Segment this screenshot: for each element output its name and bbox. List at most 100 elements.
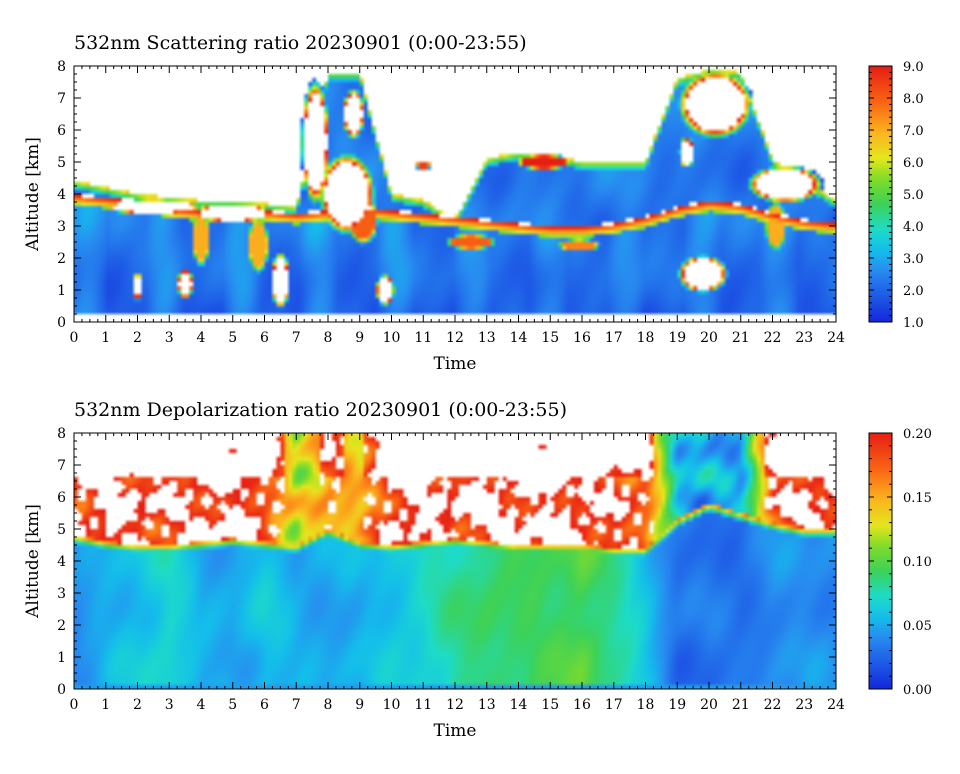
y-tick-label: 8 [57, 426, 66, 442]
x-tick-label: 6 [260, 697, 269, 713]
y-tick-label: 5 [57, 155, 66, 171]
y-tick-label: 1 [57, 650, 66, 666]
y-tick-label: 4 [57, 554, 66, 570]
x-tick-label: 19 [668, 697, 686, 713]
y-tick-label: 2 [57, 251, 66, 267]
x-tick-label: 10 [383, 697, 401, 713]
depolarization-colorbar-ticks: 0.00 0.05 0.10 0.15 0.20 [869, 427, 932, 698]
y-tick-label: 3 [57, 219, 66, 235]
colorbar-tick-label: 0.00 [903, 683, 932, 698]
colorbar-tick-label: 0.10 [903, 555, 932, 570]
x-tick-label: 14 [510, 330, 528, 346]
x-tick-label: 21 [732, 330, 750, 346]
x-tick-label: 18 [637, 330, 655, 346]
x-tick-label: 15 [541, 697, 559, 713]
x-tick-label: 1 [101, 697, 110, 713]
x-tick-label: 24 [827, 697, 845, 713]
colorbar-tick-label: 3.0 [903, 252, 924, 267]
x-tick-label: 11 [414, 697, 432, 713]
depolarization-ratio-heatmap [74, 433, 836, 689]
x-tick-label: 1 [101, 330, 110, 346]
x-tick-label: 20 [700, 330, 718, 346]
colorbar-tick-label: 1.0 [903, 316, 924, 331]
y-tick-label: 4 [57, 187, 66, 203]
x-tick-label: 16 [573, 697, 591, 713]
x-tick-label: 5 [228, 330, 237, 346]
y-tick-label: 6 [57, 123, 66, 139]
scattering-colorbar [869, 66, 892, 322]
colorbar-tick-label: 0.05 [903, 619, 932, 634]
depolarization-colorbar [869, 433, 892, 689]
colorbar-tick-label: 8.0 [903, 92, 924, 107]
x-tick-label: 9 [355, 330, 364, 346]
x-tick-label: 17 [605, 330, 623, 346]
depolarization-y-axis-label: Altitude [km] [23, 504, 43, 619]
y-tick-label: 5 [57, 522, 66, 538]
x-tick-label: 12 [446, 697, 464, 713]
colorbar-tick-label: 5.0 [903, 188, 924, 203]
x-tick-label: 5 [228, 697, 237, 713]
x-tick-label: 24 [827, 330, 845, 346]
colorbar-tick-label: 0.15 [903, 491, 932, 506]
x-tick-label: 3 [165, 697, 174, 713]
x-tick-label: 3 [165, 330, 174, 346]
x-tick-label: 13 [478, 330, 496, 346]
x-tick-label: 7 [292, 330, 301, 346]
y-tick-label: 7 [57, 91, 66, 107]
scattering-chart-title: 532nm Scattering ratio 20230901 (0:00-23… [74, 32, 527, 54]
x-tick-label: 18 [637, 697, 655, 713]
colorbar-tick-label: 0.20 [903, 427, 932, 442]
scattering-ratio-panel: 532nm Scattering ratio 20230901 (0:00-23… [23, 32, 924, 374]
depolarization-x-axis-label: Time [434, 721, 477, 741]
depolarization-plot-frame [73, 432, 837, 690]
x-tick-label: 8 [324, 697, 333, 713]
x-tick-label: 17 [605, 697, 623, 713]
y-tick-label: 3 [57, 586, 66, 602]
scattering-axes-ticks: 0 1 2 3 4 5 6 7 8 9 10 11 12 13 14 15 16 17 18 19 20 21 22 23 24… [57, 59, 845, 346]
colorbar-tick-label: 2.0 [903, 284, 924, 299]
y-tick-label: 0 [57, 315, 66, 331]
x-tick-label: 10 [383, 330, 401, 346]
x-tick-label: 15 [541, 330, 559, 346]
x-tick-label: 22 [764, 330, 782, 346]
y-tick-label: 6 [57, 490, 66, 506]
depolarization-chart-title: 532nm Depolarization ratio 20230901 (0:0… [74, 399, 567, 421]
x-tick-label: 12 [446, 330, 464, 346]
y-tick-label: 2 [57, 618, 66, 634]
y-tick-label: 0 [57, 682, 66, 698]
x-tick-label: 16 [573, 330, 591, 346]
x-tick-label: 4 [197, 330, 206, 346]
x-tick-label: 23 [795, 697, 813, 713]
colorbar-tick-label: 7.0 [903, 124, 924, 139]
depolarization-axes-ticks: 0 1 2 3 4 5 6 7 8 9 10 11 12 13 14 15 16 17 18 19 20 21 22 23 24… [57, 426, 845, 713]
x-tick-label: 23 [795, 330, 813, 346]
x-tick-label: 14 [510, 697, 528, 713]
colorbar-tick-label: 4.0 [903, 220, 924, 235]
colorbar-tick-label: 6.0 [903, 156, 924, 171]
x-tick-label: 0 [70, 697, 79, 713]
x-tick-label: 19 [668, 330, 686, 346]
depolarization-ratio-panel: 532nm Depolarization ratio 20230901 (0:0… [23, 399, 932, 741]
x-tick-label: 13 [478, 697, 496, 713]
x-tick-label: 20 [700, 697, 718, 713]
x-tick-label: 22 [764, 697, 782, 713]
x-tick-label: 9 [355, 697, 364, 713]
y-tick-label: 1 [57, 283, 66, 299]
scattering-colorbar-ticks: 1.0 2.0 3.0 4.0 5.0 6.0 7.0 8.0 9.0 [869, 60, 924, 331]
x-tick-label: 6 [260, 330, 269, 346]
x-tick-label: 11 [414, 330, 432, 346]
x-tick-label: 21 [732, 697, 750, 713]
x-tick-label: 4 [197, 697, 206, 713]
x-tick-label: 2 [133, 697, 142, 713]
scattering-y-axis-label: Altitude [km] [23, 137, 43, 252]
x-tick-label: 7 [292, 697, 301, 713]
scattering-ratio-heatmap [74, 66, 836, 322]
colorbar-tick-label: 9.0 [903, 60, 924, 75]
x-tick-label: 0 [70, 330, 79, 346]
x-tick-label: 8 [324, 330, 333, 346]
y-tick-label: 8 [57, 59, 66, 75]
scattering-plot-frame [73, 65, 837, 323]
x-tick-label: 2 [133, 330, 142, 346]
